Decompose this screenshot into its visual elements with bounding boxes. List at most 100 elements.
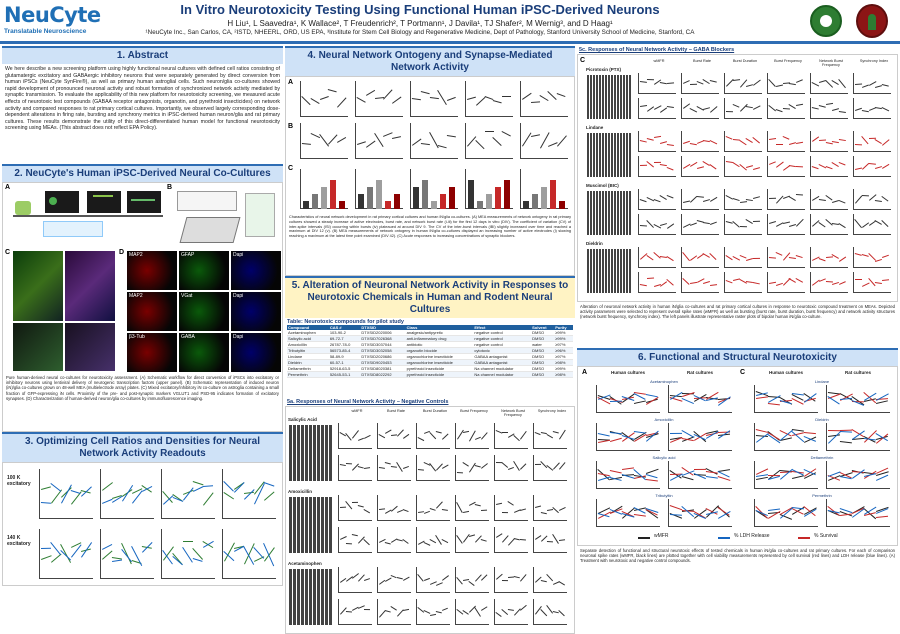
column-heading: Human cultures	[768, 370, 803, 375]
panel-label: A	[288, 79, 294, 86]
section-optimizing-title: 3. Optimizing Cell Ratios and Densities …	[2, 432, 283, 462]
table-header-cell: Effect	[473, 325, 532, 330]
response-plot	[853, 131, 891, 152]
column-heading: Rat cultures	[686, 370, 713, 375]
table-row: Tributyltin 56573-85-4 DTXSID3032058 organo…	[287, 347, 573, 354]
response-plot	[455, 567, 489, 593]
response-plot	[767, 214, 805, 235]
toxicity-plot	[754, 423, 818, 451]
plot-line-segment	[501, 432, 508, 434]
response-plot	[638, 247, 676, 268]
compound-label: Acetaminophen	[650, 379, 678, 384]
table-cell: 103-90-2	[328, 330, 361, 336]
response-plot	[767, 73, 805, 94]
blocker-bar	[532, 194, 538, 209]
compound-label: Amoxicillin	[654, 417, 674, 422]
table-cell: analgesic/antipyretic	[405, 330, 474, 336]
table-cell: antibiotic	[405, 341, 474, 348]
response-plot	[338, 423, 372, 449]
plot-line-segment	[827, 429, 840, 432]
blocker-bar	[303, 201, 309, 209]
response-plot	[810, 272, 848, 293]
response-plot	[494, 527, 528, 553]
plot-line-segment	[340, 506, 347, 508]
response-plot	[638, 131, 676, 152]
table-cell: organochlorine insecticide	[405, 353, 474, 360]
response-plot	[494, 567, 528, 593]
title-block: In Vitro Neurotoxicity Testing Using Fun…	[120, 2, 720, 36]
row-label: 100 K excitatory	[7, 475, 31, 487]
figure-caption-ontogeny: Characteristics of neural network develo…	[289, 215, 571, 239]
table-cell: DMSO	[531, 365, 555, 372]
table-cell: ≥98%	[554, 359, 573, 366]
response-plot	[533, 567, 567, 593]
response-plot	[724, 98, 762, 119]
raster-plot	[288, 569, 332, 625]
row-heading: Salicylic Acid	[288, 417, 317, 422]
plot-line-segment	[41, 547, 52, 549]
response-plot	[681, 247, 719, 268]
table-cell: Amoxicillin	[287, 341, 329, 348]
figure-negative-controls: wMFR Burst Rate Burst Duration Burst Freque…	[285, 406, 575, 634]
response-plot	[638, 98, 676, 119]
response-plot	[810, 131, 848, 152]
response-plot	[853, 214, 891, 235]
abstract-text: We here describe a new screening platfor…	[5, 66, 280, 132]
stain-micrograph: β3-Tub	[127, 333, 177, 372]
ratio-plot	[161, 529, 215, 579]
response-plot	[338, 455, 372, 481]
toxicity-plot	[754, 461, 818, 489]
figure-cocultures: A B C	[2, 182, 283, 432]
plot-line-segment	[825, 256, 833, 258]
response-plot	[810, 156, 848, 177]
column-heading: Burst Rate	[693, 59, 711, 63]
table-cell: Na channel modulator	[473, 365, 532, 372]
table-cell: DMSO	[531, 335, 555, 342]
column-heading: Burst Frequency	[460, 409, 488, 413]
table-cell: pyrethroid insecticide	[405, 371, 474, 378]
response-plot	[767, 131, 805, 152]
blocker-bar	[449, 187, 455, 209]
blocker-bar	[495, 187, 501, 209]
plot-line-segment	[753, 220, 761, 222]
panel-label: A	[582, 369, 588, 376]
stain-micrograph: Dapi	[231, 251, 281, 290]
micrograph-psd95	[13, 323, 63, 371]
plot-line-segment	[481, 509, 488, 511]
table-header-cell: Class	[405, 325, 474, 330]
response-plot	[810, 98, 848, 119]
plot-line-segment	[502, 96, 511, 98]
table-cell: negative control	[473, 335, 532, 342]
ontogeny-plot	[410, 81, 458, 117]
section-gaba-blockers-title: 5c. Responses of Neural Network Activity…	[579, 47, 735, 53]
stain-label: GABA	[181, 334, 195, 340]
plot-line-segment	[639, 224, 647, 227]
table-cell: Acetaminophen	[287, 330, 329, 336]
column-left: 1. Abstract We here describe a new scree…	[2, 46, 283, 600]
table-cell: 69-72-7	[328, 335, 361, 342]
table-cell: DTXSID3037044	[360, 341, 406, 348]
legend-swatch	[798, 537, 810, 539]
plot-line-segment	[345, 610, 352, 612]
ratio-plot	[39, 529, 93, 579]
blocker-bar	[385, 201, 391, 209]
response-plot	[377, 527, 411, 553]
table-cell: pyrethroid insecticide	[405, 365, 474, 372]
ontogeny-plot	[300, 81, 348, 117]
response-plot	[681, 189, 719, 210]
blocker-bar	[559, 201, 565, 209]
stain-micrograph: MAP2	[127, 292, 177, 331]
response-plot	[681, 98, 719, 119]
raster-plot	[288, 425, 332, 481]
section-neurotoxicity-title: 6. Functional and Structural Neurotoxici…	[577, 348, 898, 366]
plot-line-segment	[653, 161, 661, 163]
table-cell: ≥98%	[554, 371, 573, 378]
toxicity-plot	[754, 385, 818, 413]
ratio-plot	[161, 469, 215, 519]
plot-line-segment	[456, 471, 463, 474]
stain-label: Dapi	[233, 293, 244, 299]
column-heading: Network Burst Frequency	[819, 59, 843, 67]
table-row: Lindane 58-89-9 DTXSID2020686 organochlorin…	[287, 353, 573, 360]
toxicity-plot	[668, 461, 732, 489]
